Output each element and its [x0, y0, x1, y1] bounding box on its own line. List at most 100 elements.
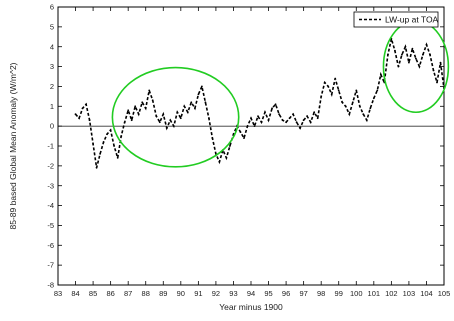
data-point: [120, 135, 123, 138]
data-point: [387, 53, 389, 56]
x-tick-label: 96: [282, 289, 290, 298]
data-point: [439, 61, 442, 64]
data-point: [88, 119, 91, 122]
x-tick-label: 89: [159, 289, 167, 298]
y-tick-label: -6: [47, 241, 54, 250]
data-point: [323, 81, 326, 84]
data-point: [246, 125, 249, 127]
data-point: [250, 117, 252, 120]
data-point: [365, 119, 368, 122]
data-point: [162, 113, 165, 116]
legend-label-lw-up: LW-up at TOA: [385, 15, 439, 25]
data-point: [151, 99, 154, 102]
y-tick-label: 3: [50, 62, 54, 71]
data-point: [358, 105, 361, 108]
data-point: [264, 111, 266, 114]
y-tick-label: 0: [50, 122, 54, 131]
x-tick-label: 87: [124, 289, 132, 298]
data-point: [123, 121, 126, 124]
data-point: [379, 73, 382, 76]
data-point: [408, 61, 410, 64]
x-tick-label: 99: [335, 289, 343, 298]
y-tick-label: -2: [47, 161, 54, 170]
plot-area: -8 -7 -6 -5 -4 -3 -2 -1 0 1 2 3 4 5 6 83 84 85 86 87 88 89 90 9…: [47, 3, 450, 298]
data-point: [204, 101, 207, 104]
y-tick-label: 4: [50, 42, 54, 51]
x-tick-label: 86: [106, 289, 114, 298]
data-point: [116, 157, 119, 159]
data-point: [292, 113, 294, 116]
data-point: [404, 45, 407, 48]
data-point: [401, 53, 403, 56]
data-point: [127, 109, 130, 112]
data-point: [208, 117, 210, 120]
data-point: [351, 101, 354, 104]
data-point: [85, 103, 87, 106]
data-point: [172, 125, 175, 127]
data-point: [418, 65, 421, 68]
data-point: [369, 107, 372, 110]
data-point: [211, 137, 214, 140]
y-tick-label: 6: [50, 3, 54, 12]
data-point: [436, 81, 438, 84]
data-point: [267, 119, 270, 122]
y-tick-label: -1: [47, 142, 54, 151]
data-point: [316, 117, 319, 120]
x-tick-label: 100: [350, 289, 363, 298]
data-point: [165, 127, 168, 129]
data-point: [229, 145, 231, 147]
data-point: [260, 121, 263, 124]
data-point: [239, 131, 242, 134]
data-point: [397, 65, 400, 68]
data-point: [144, 107, 147, 110]
data-point: [299, 127, 301, 129]
data-point: [337, 89, 340, 92]
data-point: [348, 113, 351, 116]
data-point: [327, 85, 330, 88]
data-point: [232, 133, 235, 136]
legend-box: [353, 11, 439, 28]
y-tick-label: 5: [50, 22, 54, 31]
data-point: [306, 115, 308, 118]
x-tick-label: 102: [385, 289, 398, 298]
x-axis-label: Year minus 1900: [219, 302, 283, 312]
series-line-lw-up: [74, 38, 445, 168]
x-tick-label: 103: [403, 289, 416, 298]
data-point: [257, 115, 259, 118]
data-point: [113, 145, 115, 147]
data-point: [74, 113, 77, 116]
y-tick-label: -7: [47, 261, 54, 270]
x-tick-label: 83: [54, 289, 62, 298]
data-point: [186, 111, 189, 114]
x-tick-label: 98: [317, 289, 325, 298]
data-point: [197, 93, 200, 96]
data-point: [274, 103, 277, 106]
data-point: [394, 49, 396, 52]
data-point: [183, 105, 186, 108]
data-point: [355, 89, 358, 92]
data-point: [148, 89, 151, 92]
y-tick-label: -3: [47, 181, 54, 190]
data-point: [201, 85, 203, 88]
x-tick-label: 95: [264, 289, 272, 298]
data-point: [425, 43, 428, 46]
data-point: [253, 125, 256, 127]
data-point: [102, 141, 105, 143]
data-point: [295, 121, 298, 124]
x-tick-label: 85: [89, 289, 97, 298]
y-tick-label: 2: [50, 82, 54, 91]
data-point: [106, 133, 108, 136]
x-tick-label: 97: [299, 289, 307, 298]
x-tick-label: 104: [420, 289, 433, 298]
x-tick-label: 90: [177, 289, 185, 298]
x-tick-label: 105: [438, 289, 451, 298]
y-axis-label: 85-89 based Global Mean Anomaly (W/m^2): [8, 62, 18, 229]
data-point: [376, 89, 379, 92]
data-point: [278, 113, 280, 116]
annotation-ellipse: [111, 66, 240, 168]
x-tick-label: 94: [247, 289, 255, 298]
data-point: [334, 77, 337, 80]
data-point: [411, 47, 414, 50]
data-point: [179, 117, 182, 120]
data-point: [432, 69, 435, 72]
